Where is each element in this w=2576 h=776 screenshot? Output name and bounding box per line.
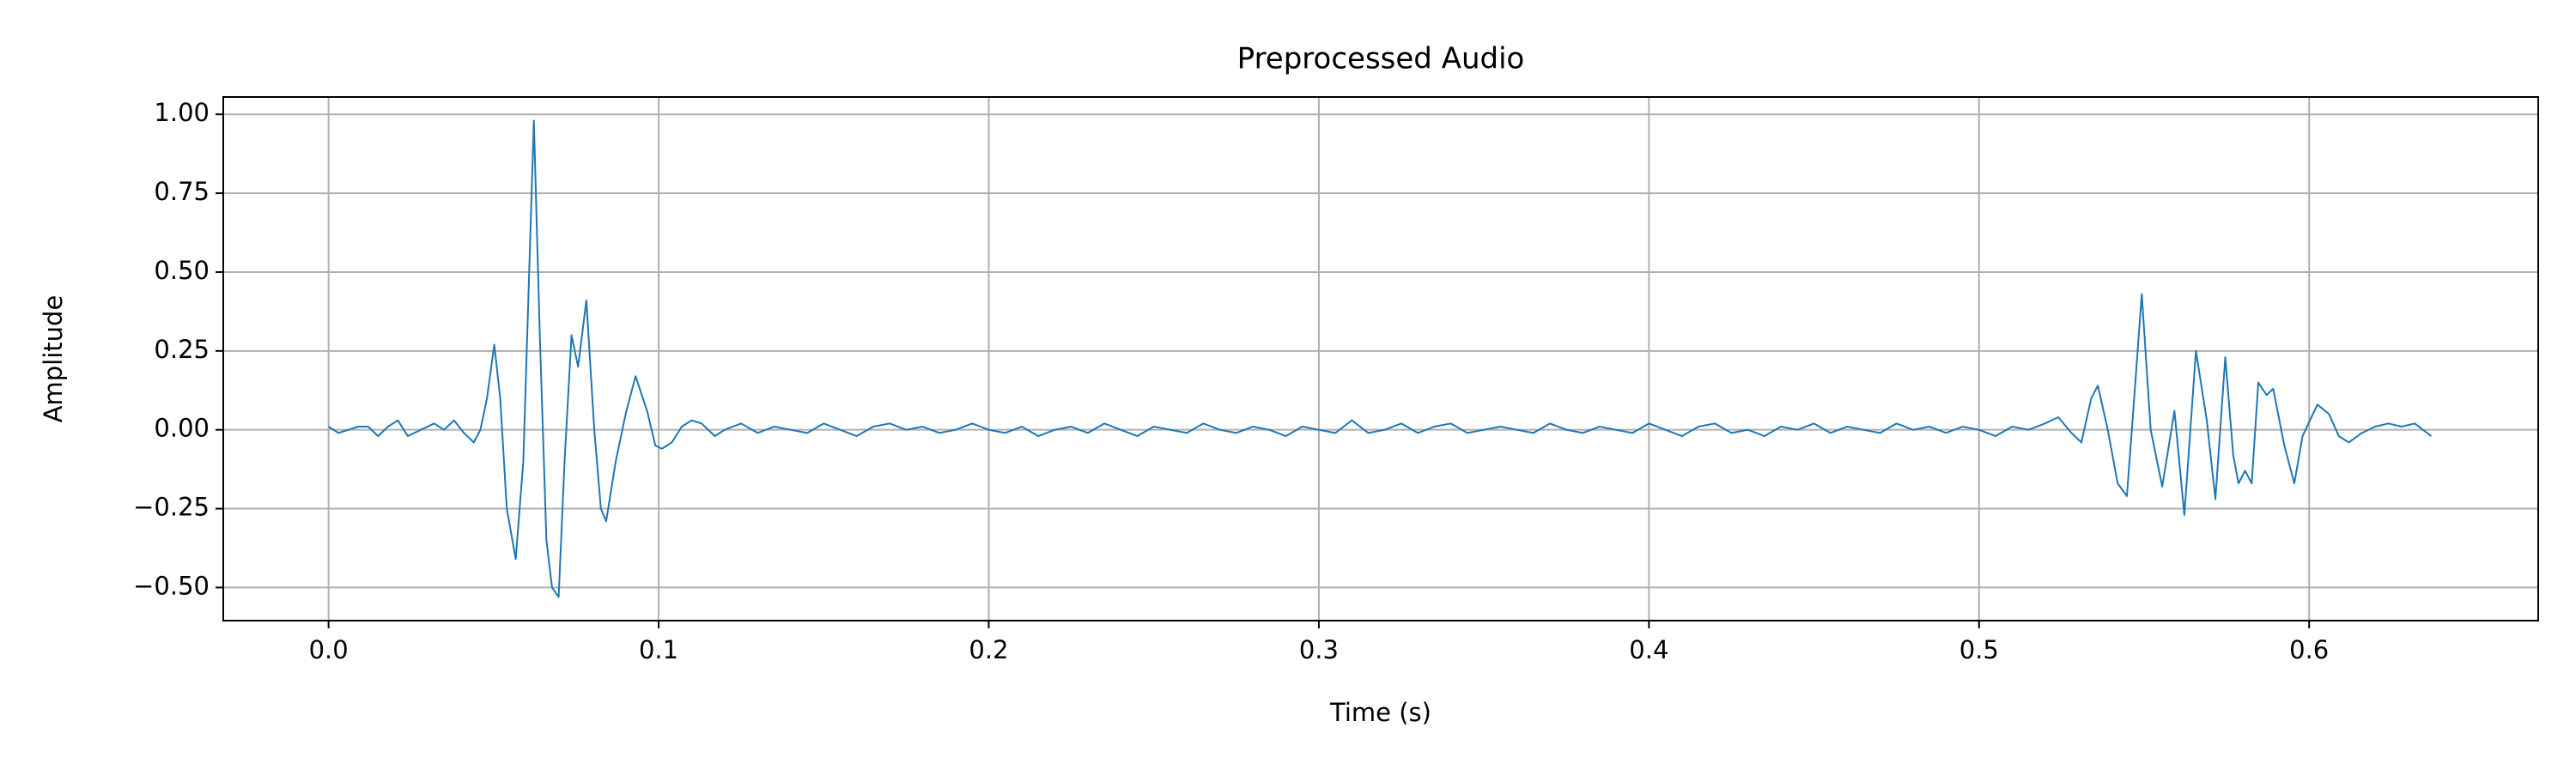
x-tick-label: 0.0 [309, 635, 349, 664]
y-tick-label: 1.00 [154, 98, 210, 127]
x-tick-label: 0.3 [1299, 635, 1339, 664]
y-axis-label: Amplitude [39, 295, 68, 423]
plot-frame [222, 96, 2539, 621]
waveform-line [328, 119, 2433, 598]
chart-title: Preprocessed Audio [1237, 42, 1525, 76]
y-tick-label: 0.00 [154, 414, 210, 443]
x-tick-label: 0.4 [1629, 635, 1668, 664]
y-tick-label: 0.75 [154, 177, 210, 206]
y-tick-label: 0.50 [154, 256, 210, 285]
x-tick-label: 0.5 [1959, 635, 1999, 664]
y-tick-label: −0.50 [133, 571, 210, 600]
y-tick-label: 0.25 [154, 335, 210, 364]
x-tick-label: 0.1 [639, 635, 678, 664]
x-tick-label: 0.6 [2289, 635, 2329, 664]
y-tick-label: −0.25 [133, 493, 210, 522]
x-axis-label: Time (s) [1329, 698, 1431, 727]
x-tick-label: 0.2 [969, 635, 1008, 664]
